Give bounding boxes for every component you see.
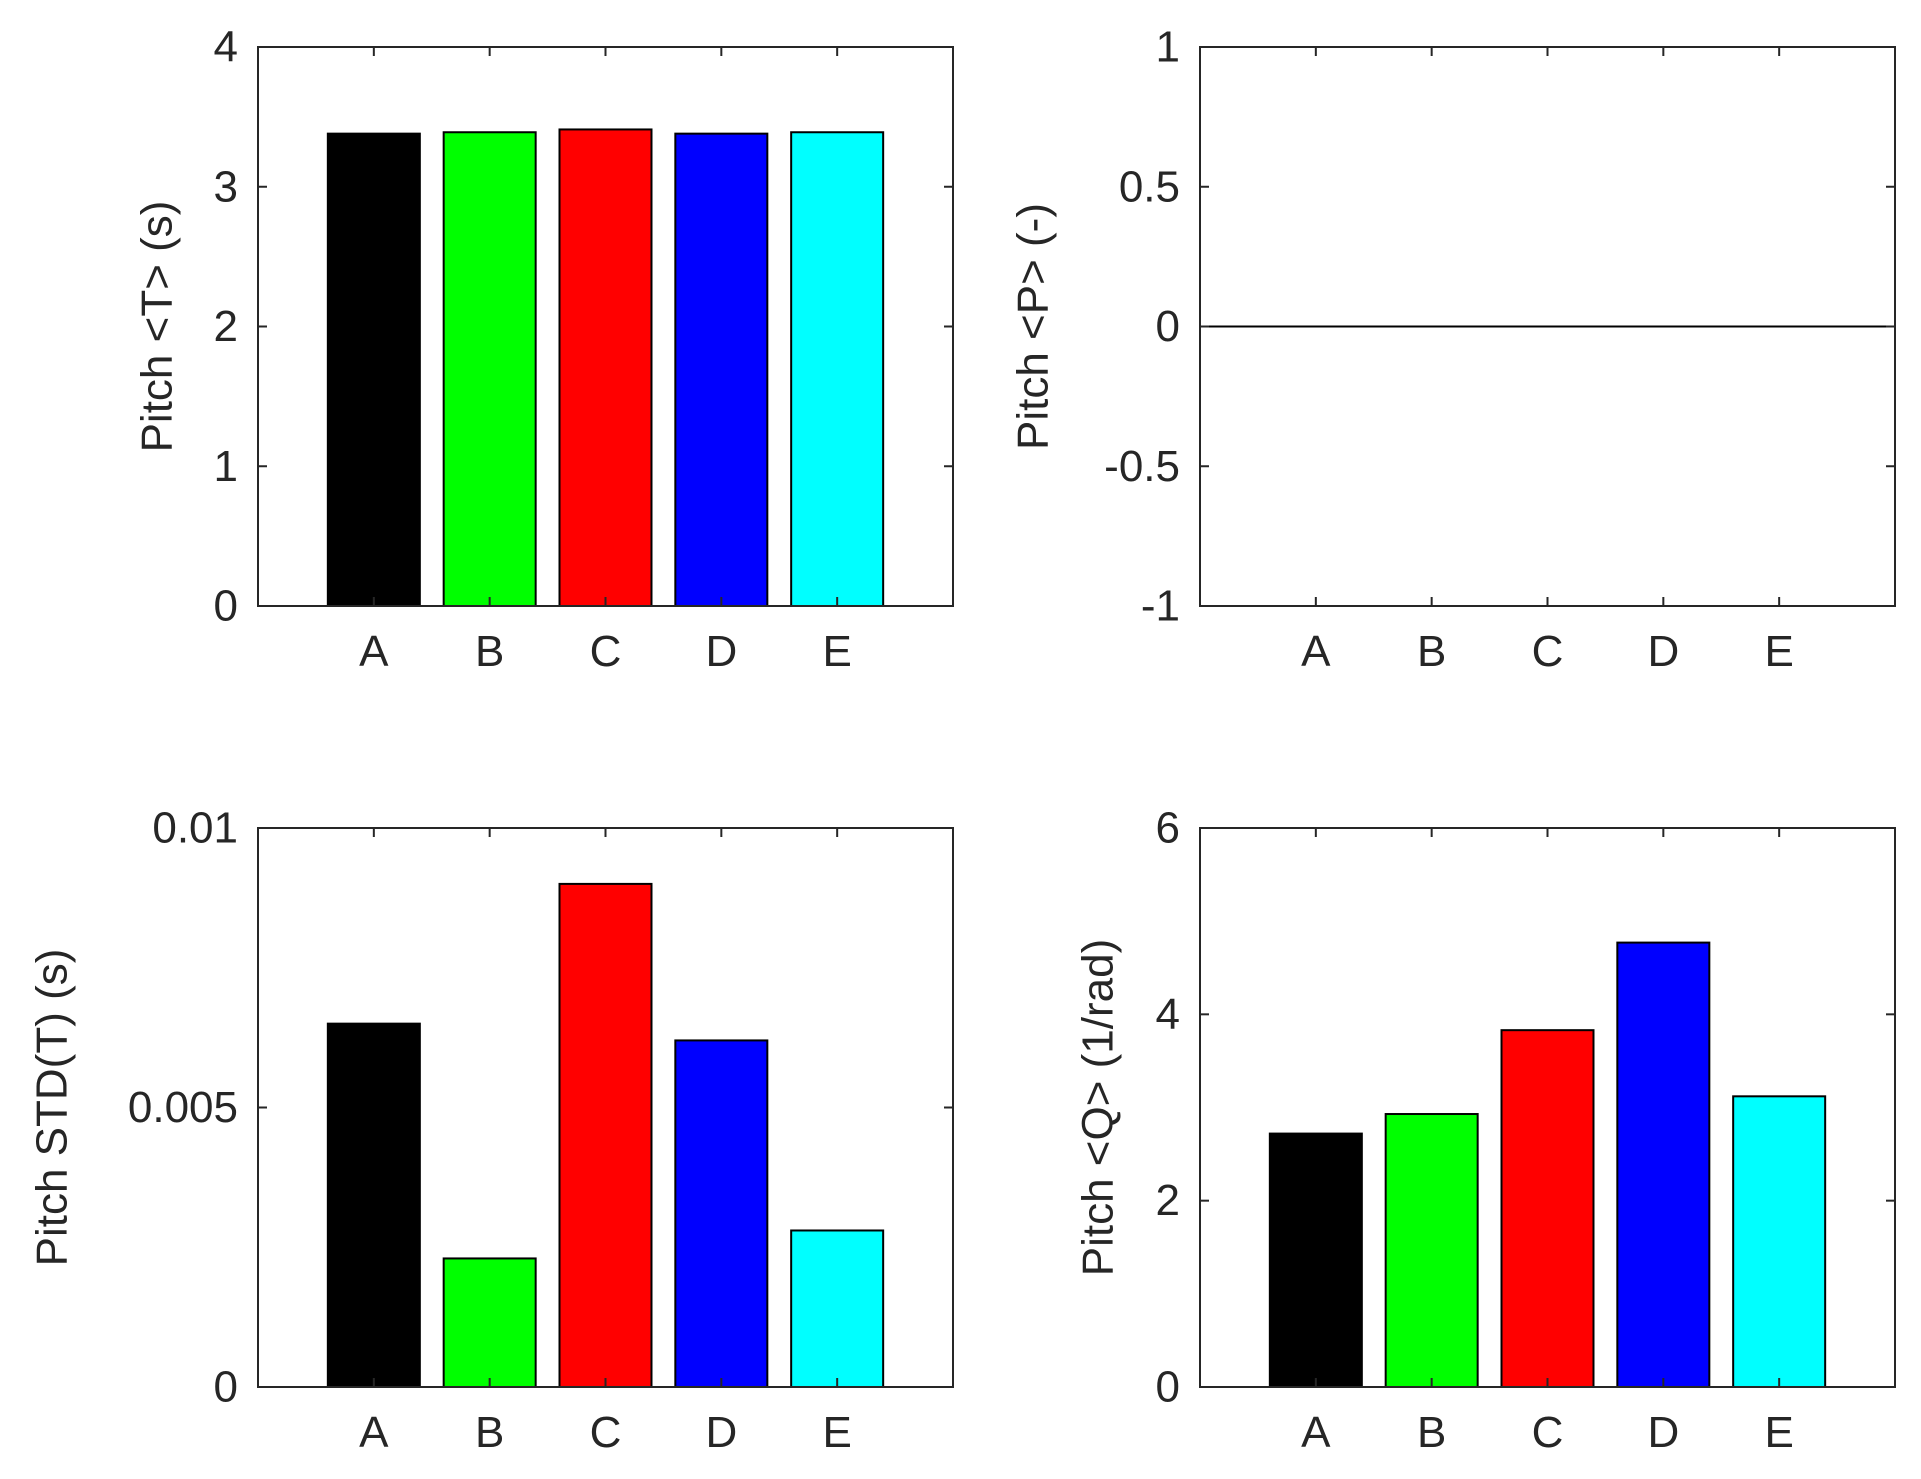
x-tick-label-a: A xyxy=(1301,627,1331,676)
x-tick-label-b: B xyxy=(1417,1408,1446,1457)
y-tick-label: 4 xyxy=(214,23,238,72)
bar-d xyxy=(674,132,769,608)
y-tick-label: 1 xyxy=(214,442,238,491)
x-tick-label-d: D xyxy=(705,627,737,676)
x-tick-label-c: C xyxy=(1532,627,1564,676)
bar-c xyxy=(558,128,653,607)
y-tick-label: 0.01 xyxy=(152,804,238,853)
x-tick-label-e: E xyxy=(822,627,851,676)
y-axis-label: Pitch <P> (-) xyxy=(1009,203,1058,450)
x-tick-label-c: C xyxy=(1532,1408,1564,1457)
bar-e xyxy=(790,131,885,607)
x-tick-label-c: C xyxy=(590,627,622,676)
y-tick-label: 0.005 xyxy=(128,1083,238,1132)
bar-b xyxy=(442,1257,537,1389)
y-tick-label: 2 xyxy=(1156,1176,1180,1225)
y-tick-label: 0 xyxy=(1156,1363,1180,1412)
y-tick-label: 4 xyxy=(1156,990,1180,1039)
y-tick-label: 0.5 xyxy=(1119,162,1180,211)
y-tick-label: 1 xyxy=(1156,23,1180,72)
y-tick-label: 3 xyxy=(214,162,238,211)
bar-c xyxy=(558,882,653,1389)
x-tick-label-e: E xyxy=(1764,627,1793,676)
bar-c xyxy=(1500,1029,1595,1388)
chart-panel-3: 0 0.005 0.01 A B C D E Pitch STD(T) (s) xyxy=(28,804,954,1457)
chart-panel-2: -1 -0.5 0 0.5 1 A B C D E Pitch <P> (-) xyxy=(1009,23,1896,676)
x-tick-label-b: B xyxy=(1417,627,1446,676)
y-tick-label: 6 xyxy=(1156,804,1180,853)
bar-b xyxy=(442,131,537,607)
x-tick-label-d: D xyxy=(1647,1408,1679,1457)
y-tick-label: 2 xyxy=(214,302,238,351)
bar-e xyxy=(790,1229,885,1388)
x-tick-label-d: D xyxy=(1647,627,1679,676)
y-tick-label: 0 xyxy=(214,1363,238,1412)
y-tick-label: -0.5 xyxy=(1104,442,1180,491)
y-axis-label: Pitch STD(T) (s) xyxy=(28,949,77,1267)
x-tick-label-a: A xyxy=(359,1408,389,1457)
y-axis-label: Pitch <T> (s) xyxy=(133,201,182,453)
bar-a xyxy=(326,1022,421,1389)
x-tick-label-d: D xyxy=(705,1408,737,1457)
bar-d xyxy=(1616,941,1711,1388)
x-tick-label-b: B xyxy=(475,627,504,676)
chart-panel-4: 0 2 4 6 A B C D E Pitch <Q> (1/rad) xyxy=(1074,804,1896,1457)
y-tick-label: -1 xyxy=(1141,582,1180,631)
x-tick-label-a: A xyxy=(1301,1408,1331,1457)
x-tick-label-a: A xyxy=(359,627,389,676)
x-tick-label-b: B xyxy=(475,1408,504,1457)
y-tick-label: 0 xyxy=(1156,302,1180,351)
bar-b xyxy=(1384,1113,1479,1388)
x-tick-label-c: C xyxy=(590,1408,622,1457)
bar-e xyxy=(1732,1095,1827,1388)
x-tick-label-e: E xyxy=(1764,1408,1793,1457)
bar-d xyxy=(674,1039,769,1389)
x-tick-label-e: E xyxy=(822,1408,851,1457)
y-axis-label: Pitch <Q> (1/rad) xyxy=(1074,939,1123,1276)
bar-a xyxy=(326,132,421,608)
chart-panel-1: 0 1 2 3 4 A B C D E Pitch <T> (s) xyxy=(133,23,954,676)
y-tick-label: 0 xyxy=(214,582,238,631)
bar-a xyxy=(1268,1132,1363,1388)
